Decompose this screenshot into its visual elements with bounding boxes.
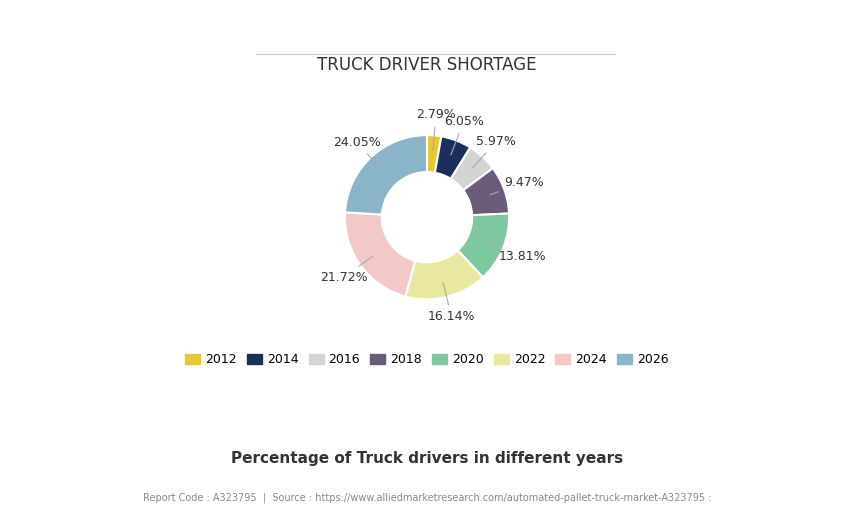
Wedge shape (405, 250, 482, 299)
Wedge shape (426, 135, 441, 173)
Wedge shape (450, 148, 492, 190)
Text: 21.72%: 21.72% (319, 256, 372, 283)
Text: 13.81%: 13.81% (488, 242, 545, 263)
Text: 5.97%: 5.97% (472, 135, 516, 168)
Wedge shape (434, 136, 470, 179)
Title: TRUCK DRIVER SHORTAGE: TRUCK DRIVER SHORTAGE (316, 56, 537, 75)
Text: 24.05%: 24.05% (333, 136, 380, 168)
Text: 16.14%: 16.14% (427, 282, 475, 323)
Wedge shape (345, 212, 415, 296)
Text: 9.47%: 9.47% (490, 176, 543, 195)
Text: 2.79%: 2.79% (415, 108, 456, 151)
Wedge shape (462, 168, 508, 215)
Text: Percentage of Truck drivers in different years: Percentage of Truck drivers in different… (230, 451, 623, 466)
Text: 6.05%: 6.05% (444, 115, 483, 155)
Text: Report Code : A323795  |  Source : https://www.alliedmarketresearch.com/automate: Report Code : A323795 | Source : https:/… (142, 492, 711, 502)
Legend: 2012, 2014, 2016, 2018, 2020, 2022, 2024, 2026: 2012, 2014, 2016, 2018, 2020, 2022, 2024… (180, 348, 673, 371)
Wedge shape (457, 213, 508, 278)
Wedge shape (345, 135, 426, 214)
